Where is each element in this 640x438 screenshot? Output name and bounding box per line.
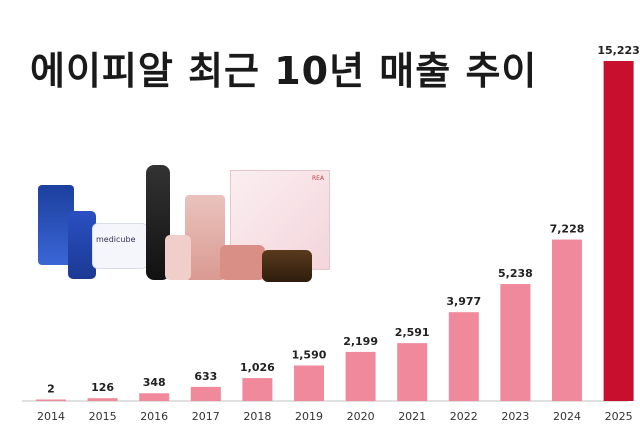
x-tick-2015: 2015 <box>89 410 117 423</box>
value-label-2024: 7,228 <box>550 223 585 236</box>
bar-2022 <box>448 312 479 401</box>
value-label-2014: 2 <box>47 383 55 396</box>
bar-2024 <box>552 239 582 401</box>
x-tick-2018: 2018 <box>243 410 271 423</box>
x-tick-2022: 2022 <box>450 410 478 423</box>
bar-2021 <box>397 343 428 401</box>
bar-2019 <box>294 365 324 401</box>
value-label-2022: 3,977 <box>446 295 481 308</box>
bar-2018 <box>242 378 273 401</box>
box-badge: REA <box>312 175 325 182</box>
brand-label: medicube <box>96 235 136 244</box>
x-tick-2025: 2025 <box>605 410 633 423</box>
x-tick-2021: 2021 <box>398 410 426 423</box>
gold-jar-product <box>262 250 312 282</box>
value-label-2023: 5,238 <box>498 267 533 280</box>
x-tick-2016: 2016 <box>140 410 168 423</box>
value-label-2025: 15,223 <box>597 44 639 57</box>
bar-2014 <box>36 399 66 401</box>
value-label-2021: 2,591 <box>395 326 430 339</box>
value-label-2016: 348 <box>143 376 166 389</box>
bar-2020 <box>345 351 376 401</box>
x-tick-2023: 2023 <box>501 410 529 423</box>
pink-bottle-product <box>165 235 191 280</box>
bar-2025 <box>603 61 634 401</box>
x-tick-2020: 2020 <box>347 410 375 423</box>
product-photo: medicube REA <box>30 165 330 285</box>
x-tick-2014: 2014 <box>37 410 65 423</box>
value-label-2020: 2,199 <box>343 335 378 348</box>
value-label-2018: 1,026 <box>240 361 275 374</box>
x-tick-2019: 2019 <box>295 410 323 423</box>
x-tick-2024: 2024 <box>553 410 581 423</box>
bar-2017 <box>190 386 221 401</box>
bar-2016 <box>139 393 170 401</box>
rose-jar-product <box>220 245 265 280</box>
blue-serum-product <box>68 211 96 279</box>
chart-title: 에이피알 최근 10년 매출 추이 <box>30 49 538 93</box>
pink-tube-product <box>185 195 225 280</box>
bar-2023 <box>500 284 531 401</box>
value-label-2015: 126 <box>91 381 114 394</box>
bar-2015 <box>87 398 118 401</box>
value-label-2019: 1,590 <box>292 348 327 361</box>
x-tick-2017: 2017 <box>192 410 220 423</box>
value-label-2017: 633 <box>194 370 217 383</box>
